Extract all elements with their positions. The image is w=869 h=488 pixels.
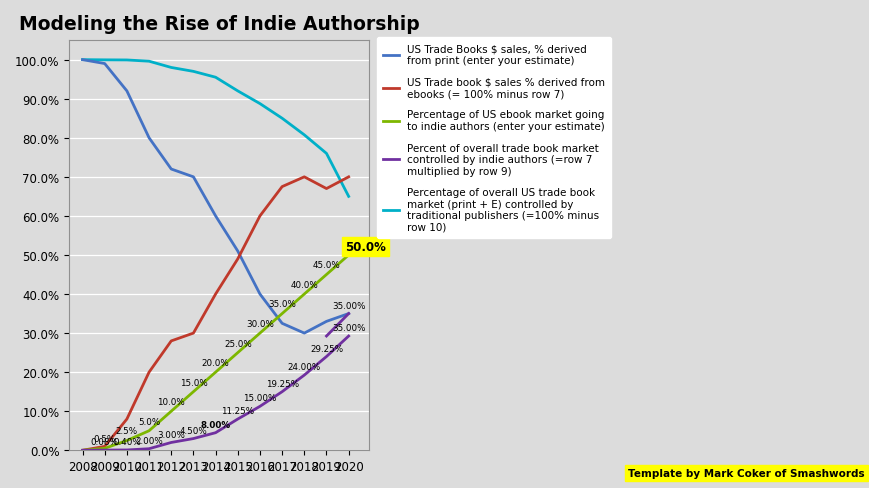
- Text: 15.0%: 15.0%: [180, 378, 208, 387]
- Text: 4.50%: 4.50%: [180, 426, 208, 435]
- Text: 20.0%: 20.0%: [202, 358, 229, 367]
- Text: 8.00%: 8.00%: [201, 420, 230, 429]
- Text: 3.00%: 3.00%: [157, 429, 185, 439]
- Text: 35.0%: 35.0%: [269, 300, 296, 309]
- Text: 25.0%: 25.0%: [224, 339, 252, 348]
- Text: 15.00%: 15.00%: [243, 394, 276, 403]
- Title: Modeling the Rise of Indie Authorship: Modeling the Rise of Indie Authorship: [18, 15, 420, 34]
- Text: 50.0%: 50.0%: [345, 241, 386, 253]
- Text: 45.0%: 45.0%: [313, 261, 341, 270]
- Legend: US Trade Books $ sales, % derived
from print (enter your estimate), US Trade boo: US Trade Books $ sales, % derived from p…: [377, 38, 611, 239]
- Text: 5.0%: 5.0%: [138, 417, 160, 426]
- Text: 2.00%: 2.00%: [136, 436, 163, 445]
- Text: 40.0%: 40.0%: [290, 281, 318, 289]
- Text: 0.40%: 0.40%: [113, 437, 141, 446]
- Text: 0.5%: 0.5%: [94, 434, 116, 443]
- Text: 11.25%: 11.25%: [222, 407, 255, 415]
- Text: 30.0%: 30.0%: [246, 319, 274, 328]
- Text: 24.00%: 24.00%: [288, 363, 321, 371]
- Text: 10.0%: 10.0%: [157, 397, 185, 407]
- Text: 0.08%: 0.08%: [90, 437, 119, 446]
- Text: Template by Mark Coker of Smashwords: Template by Mark Coker of Smashwords: [628, 468, 865, 478]
- Text: 35.00%: 35.00%: [332, 301, 365, 310]
- Text: 2.5%: 2.5%: [116, 427, 138, 436]
- Text: 35.00%: 35.00%: [332, 324, 365, 332]
- Text: 19.25%: 19.25%: [266, 379, 299, 388]
- Text: 29.25%: 29.25%: [310, 344, 343, 353]
